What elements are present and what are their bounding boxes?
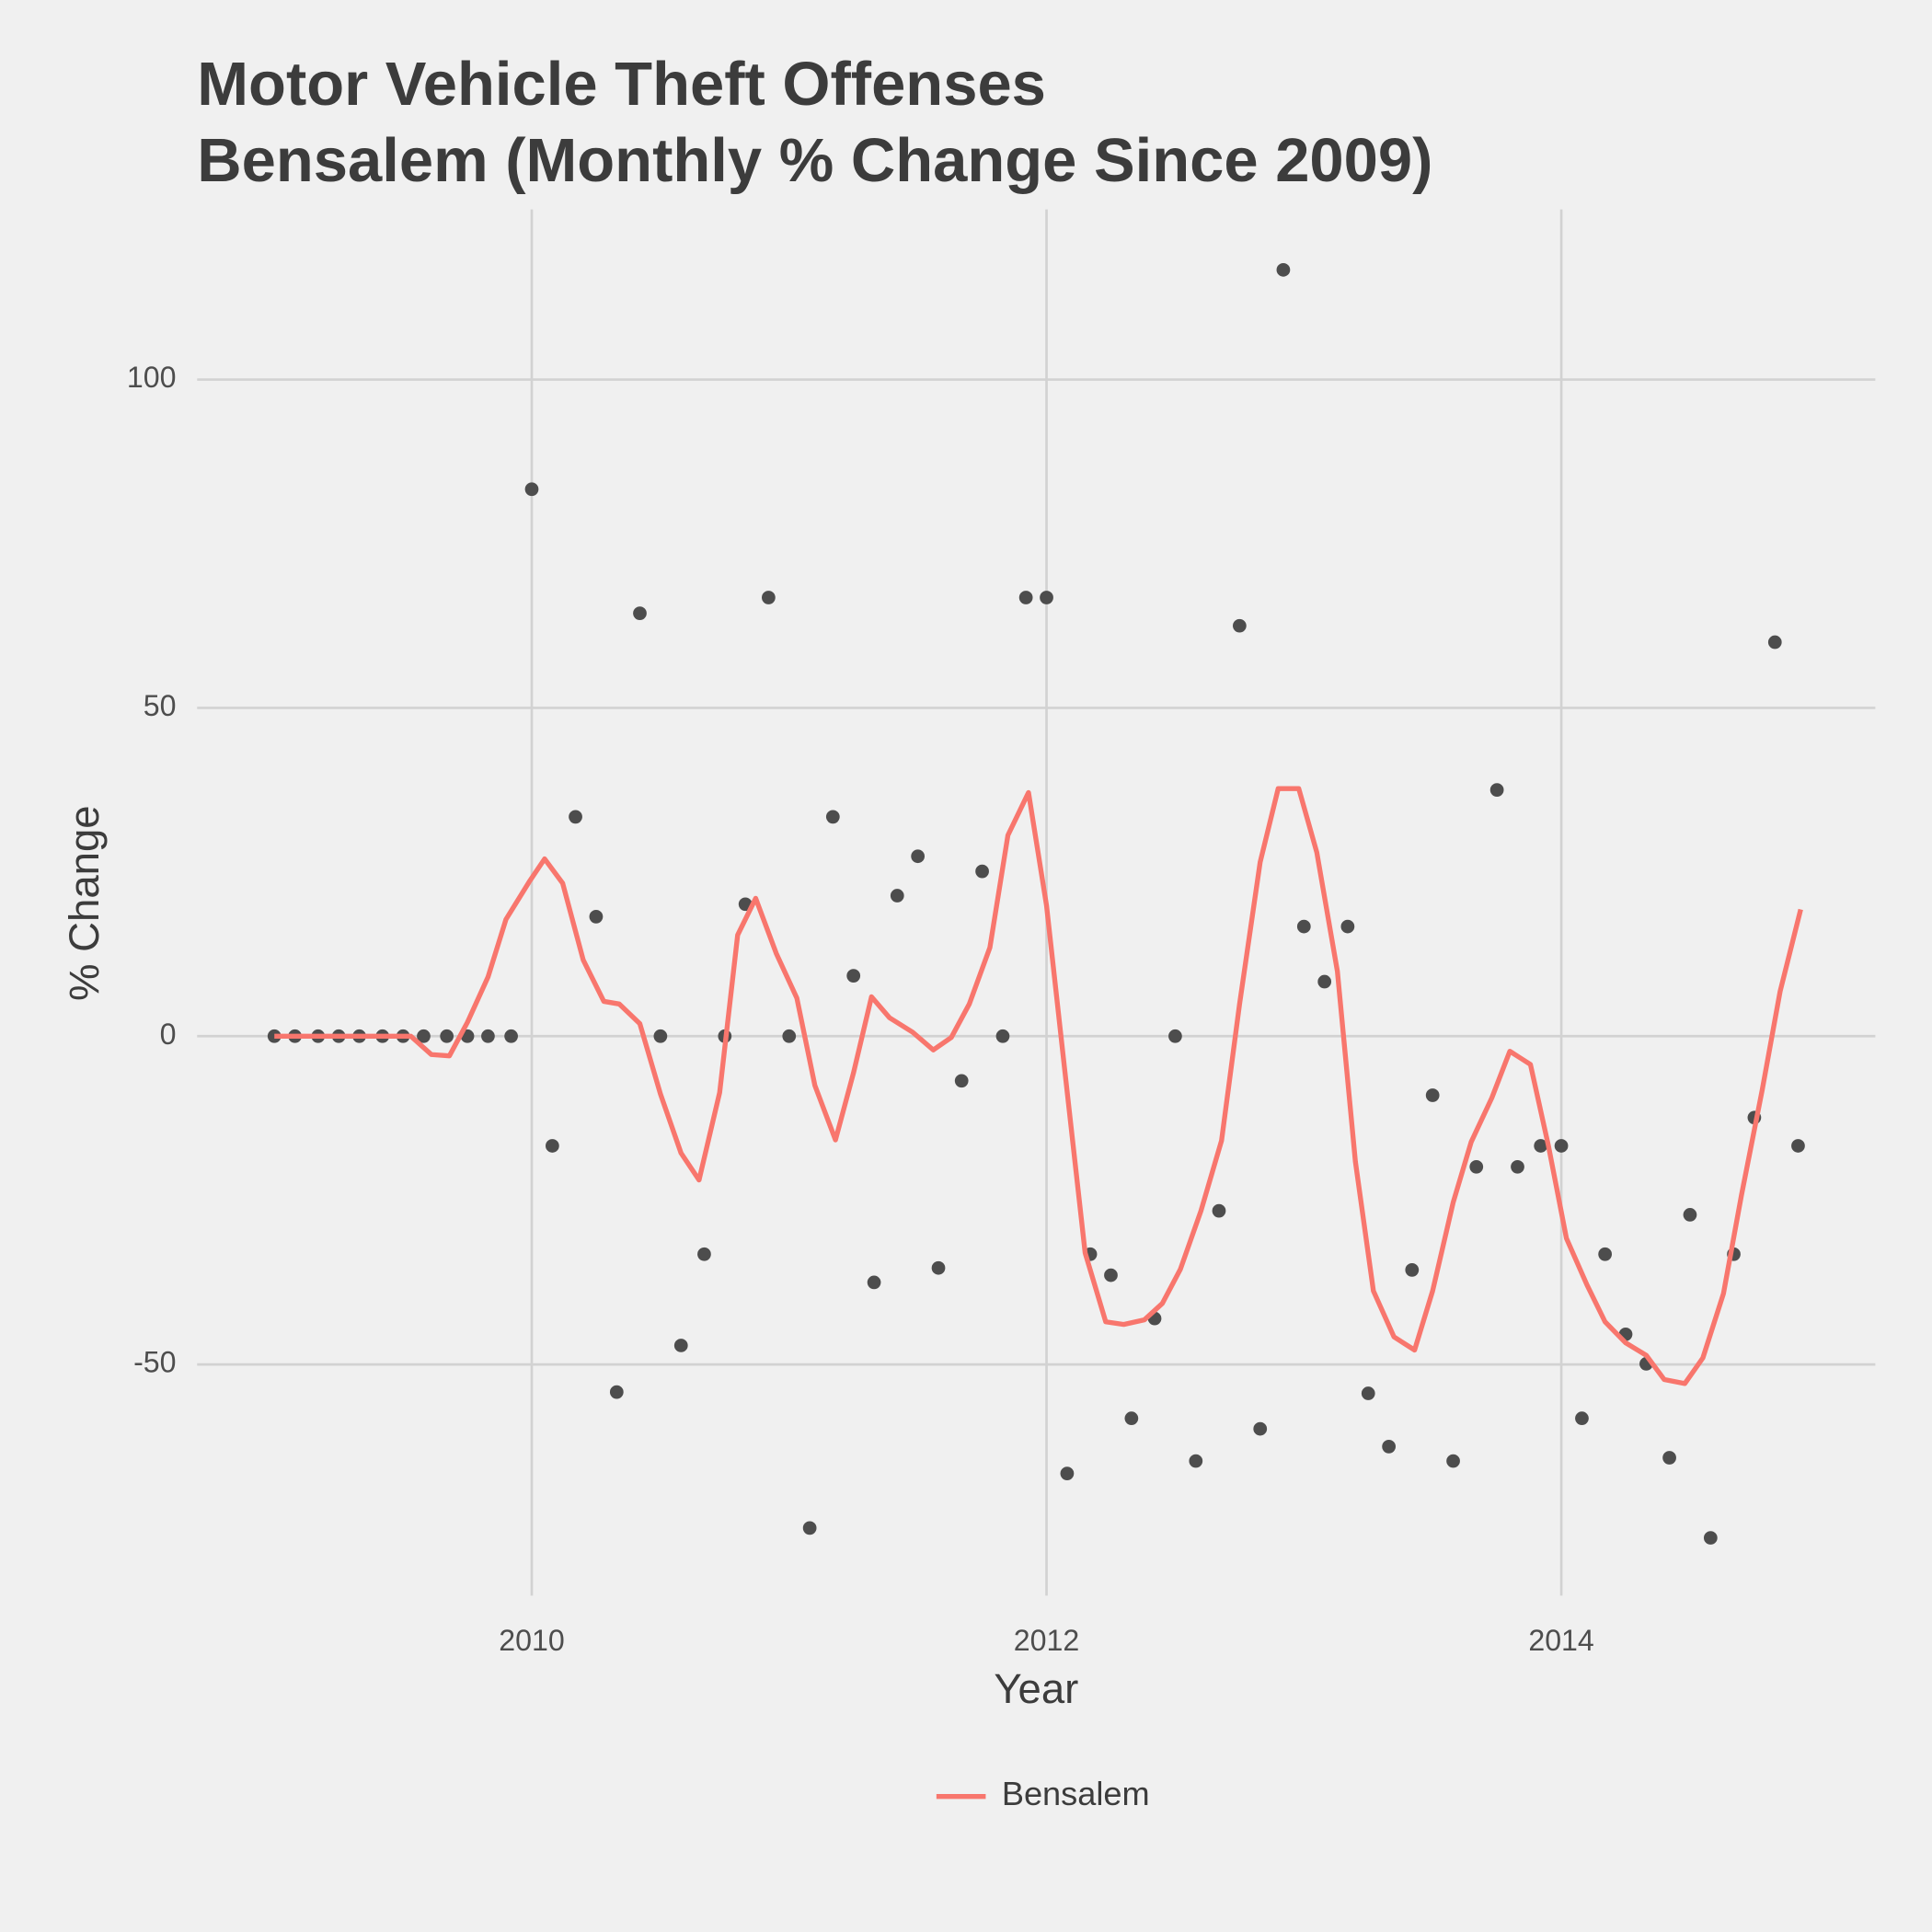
legend: Bensalem: [936, 1775, 1150, 1812]
data-point: [1040, 591, 1053, 604]
data-point: [546, 1139, 559, 1153]
chart-subtitle: Bensalem (Monthly % Change Since 2009): [197, 126, 1432, 195]
data-point: [569, 810, 582, 824]
data-point: [1554, 1139, 1569, 1153]
data-point: [481, 1029, 495, 1043]
y-axis-title: % Change: [61, 805, 108, 1001]
data-point: [802, 1521, 817, 1535]
data-point: [1534, 1139, 1548, 1153]
data-point: [1212, 1203, 1226, 1218]
data-point: [762, 591, 776, 604]
data-point: [440, 1029, 454, 1043]
legend-label: Bensalem: [1002, 1775, 1150, 1812]
chart-title: Motor Vehicle Theft Offenses: [197, 50, 1046, 119]
data-point: [995, 1029, 1010, 1043]
data-point: [504, 1029, 518, 1043]
data-point: [633, 606, 647, 620]
data-point: [1168, 1029, 1182, 1043]
y-tick-label: 0: [160, 1018, 177, 1051]
data-point: [1446, 1454, 1460, 1468]
data-point: [1361, 1386, 1375, 1400]
data-point: [1662, 1451, 1676, 1465]
data-point: [1489, 783, 1504, 797]
data-line: [274, 786, 1803, 1386]
data-point: [1124, 1411, 1139, 1426]
data-point: [1425, 1088, 1440, 1102]
data-point: [697, 1247, 711, 1261]
data-point: [1317, 974, 1332, 989]
x-tick-label: 2012: [1014, 1624, 1079, 1657]
data-point: [673, 1339, 688, 1352]
data-point: [825, 810, 840, 824]
data-point: [911, 849, 926, 864]
data-point: [1575, 1411, 1589, 1426]
data-point: [1018, 591, 1033, 604]
grid: -50 0 50 100 2010 2012 2014: [127, 209, 1876, 1657]
data-point: [1703, 1531, 1718, 1545]
marks: [267, 262, 1805, 1545]
data-point: [1683, 1208, 1697, 1222]
y-tick-label: 50: [144, 689, 177, 722]
data-point: [1276, 262, 1291, 277]
data-point: [1598, 1247, 1612, 1261]
data-point: [1232, 618, 1247, 633]
data-point: [1253, 1421, 1268, 1436]
data-point: [890, 889, 904, 903]
data-point: [653, 1029, 668, 1043]
data-point: [1189, 1454, 1203, 1468]
data-point: [589, 910, 604, 924]
y-tick-label: -50: [133, 1346, 176, 1379]
data-point: [1340, 919, 1355, 934]
data-point: [1511, 1159, 1524, 1174]
data-point: [1469, 1159, 1484, 1174]
data-point: [1382, 1439, 1396, 1454]
data-point: [1791, 1139, 1805, 1153]
data-point: [524, 482, 539, 497]
data-point: [782, 1029, 797, 1043]
data-point: [1060, 1466, 1075, 1480]
data-point: [846, 969, 861, 983]
data-point: [867, 1275, 881, 1290]
data-point: [954, 1074, 969, 1088]
data-point: [1104, 1268, 1118, 1282]
data-point: [1767, 635, 1782, 650]
x-tick-label: 2014: [1528, 1624, 1593, 1657]
data-point: [417, 1029, 431, 1043]
data-point: [1296, 919, 1311, 934]
data-point: [1405, 1262, 1420, 1277]
data-point: [931, 1260, 946, 1275]
x-tick-label: 2010: [499, 1624, 564, 1657]
y-tick-label: 100: [127, 361, 177, 394]
data-point: [609, 1385, 624, 1399]
data-point: [975, 864, 989, 879]
x-axis-title: Year: [994, 1665, 1078, 1712]
